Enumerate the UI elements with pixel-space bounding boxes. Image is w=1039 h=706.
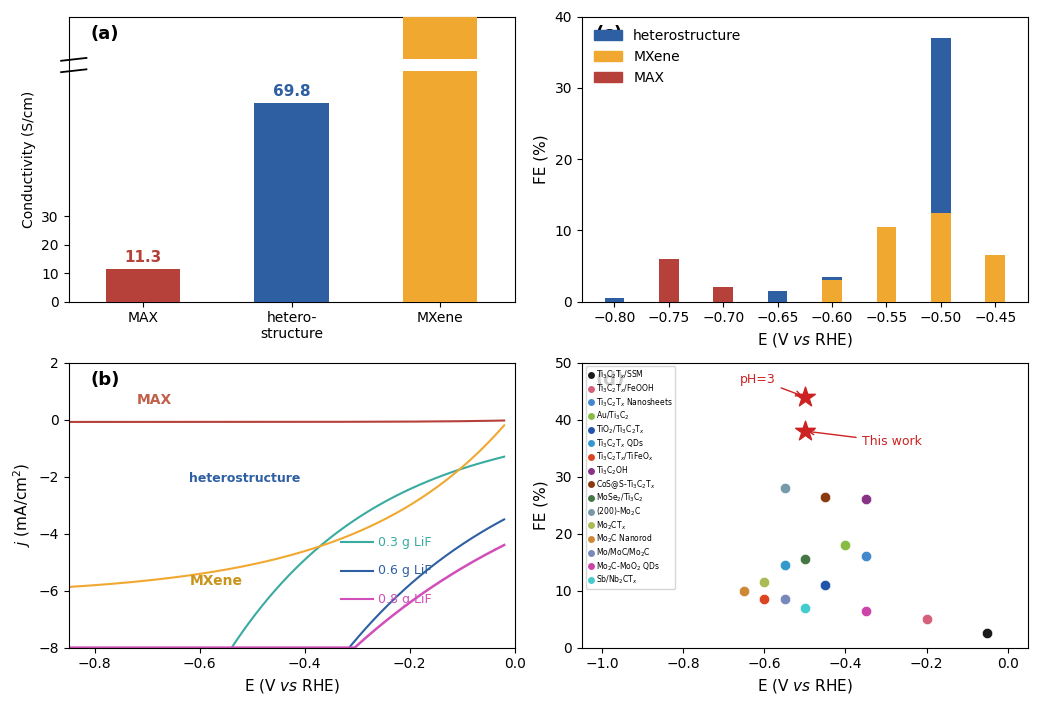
Text: (a): (a) — [90, 25, 119, 43]
Point — [776, 559, 793, 570]
Point — [857, 605, 874, 616]
Bar — [877, 227, 897, 301]
Bar — [106, 270, 180, 301]
Y-axis label: $j$ (mA/cm$^2$): $j$ (mA/cm$^2$) — [11, 463, 33, 547]
Bar — [255, 102, 328, 301]
Bar — [877, 241, 897, 301]
Text: This work: This work — [809, 430, 922, 448]
Point — [837, 539, 854, 551]
Point — [857, 493, 874, 505]
Y-axis label: FE (%): FE (%) — [534, 134, 549, 184]
Point — [797, 426, 814, 437]
Bar — [931, 213, 951, 301]
Point — [918, 614, 935, 625]
Text: MXene: MXene — [189, 574, 242, 588]
Point — [776, 594, 793, 605]
Bar — [605, 298, 624, 301]
Text: (d): (d) — [595, 371, 624, 389]
Bar — [714, 287, 734, 301]
Point — [817, 491, 833, 502]
Bar — [403, 17, 478, 301]
Y-axis label: FE (%): FE (%) — [534, 480, 549, 530]
Bar — [822, 280, 842, 301]
Bar — [822, 277, 842, 301]
Text: 0.8 g LiF: 0.8 g LiF — [378, 592, 432, 606]
Text: 69.8: 69.8 — [273, 84, 311, 100]
Point — [756, 576, 773, 587]
Point — [857, 551, 874, 562]
Bar — [768, 291, 788, 301]
Point — [797, 391, 814, 402]
Bar — [931, 38, 951, 301]
Y-axis label: Conductivity (S/cm): Conductivity (S/cm) — [22, 90, 35, 228]
X-axis label: E (V $vs$ RHE): E (V $vs$ RHE) — [757, 331, 853, 349]
Point — [979, 628, 995, 639]
Point — [756, 594, 773, 605]
Legend: Ti$_3$C$_2$T$_x$/SSM, Ti$_3$C$_2$T$_x$/FeOOH, Ti$_3$C$_2$T$_x$ Nanosheets, Au/Ti: Ti$_3$C$_2$T$_x$/SSM, Ti$_3$C$_2$T$_x$/F… — [586, 366, 675, 589]
Text: (b): (b) — [90, 371, 121, 389]
Text: 11.3: 11.3 — [125, 249, 161, 265]
Point — [797, 554, 814, 565]
Text: heterostructure: heterostructure — [189, 472, 300, 485]
Text: MAX: MAX — [137, 393, 172, 407]
Text: 5658: 5658 — [419, 39, 461, 54]
Bar — [403, 59, 478, 71]
Text: (c): (c) — [595, 25, 622, 43]
X-axis label: E (V $vs$ RHE): E (V $vs$ RHE) — [244, 677, 340, 695]
Text: pH=3: pH=3 — [740, 373, 801, 396]
Point — [797, 602, 814, 614]
Legend: heterostructure, MXene, MAX: heterostructure, MXene, MAX — [589, 23, 747, 90]
Bar — [985, 256, 1005, 301]
X-axis label: E (V $vs$ RHE): E (V $vs$ RHE) — [757, 677, 853, 695]
Text: 0.6 g LiF: 0.6 g LiF — [378, 564, 432, 578]
Point — [736, 585, 752, 597]
Point — [776, 482, 793, 493]
Point — [817, 580, 833, 591]
Bar — [659, 259, 678, 301]
Text: 0.3 g LiF: 0.3 g LiF — [378, 536, 432, 549]
